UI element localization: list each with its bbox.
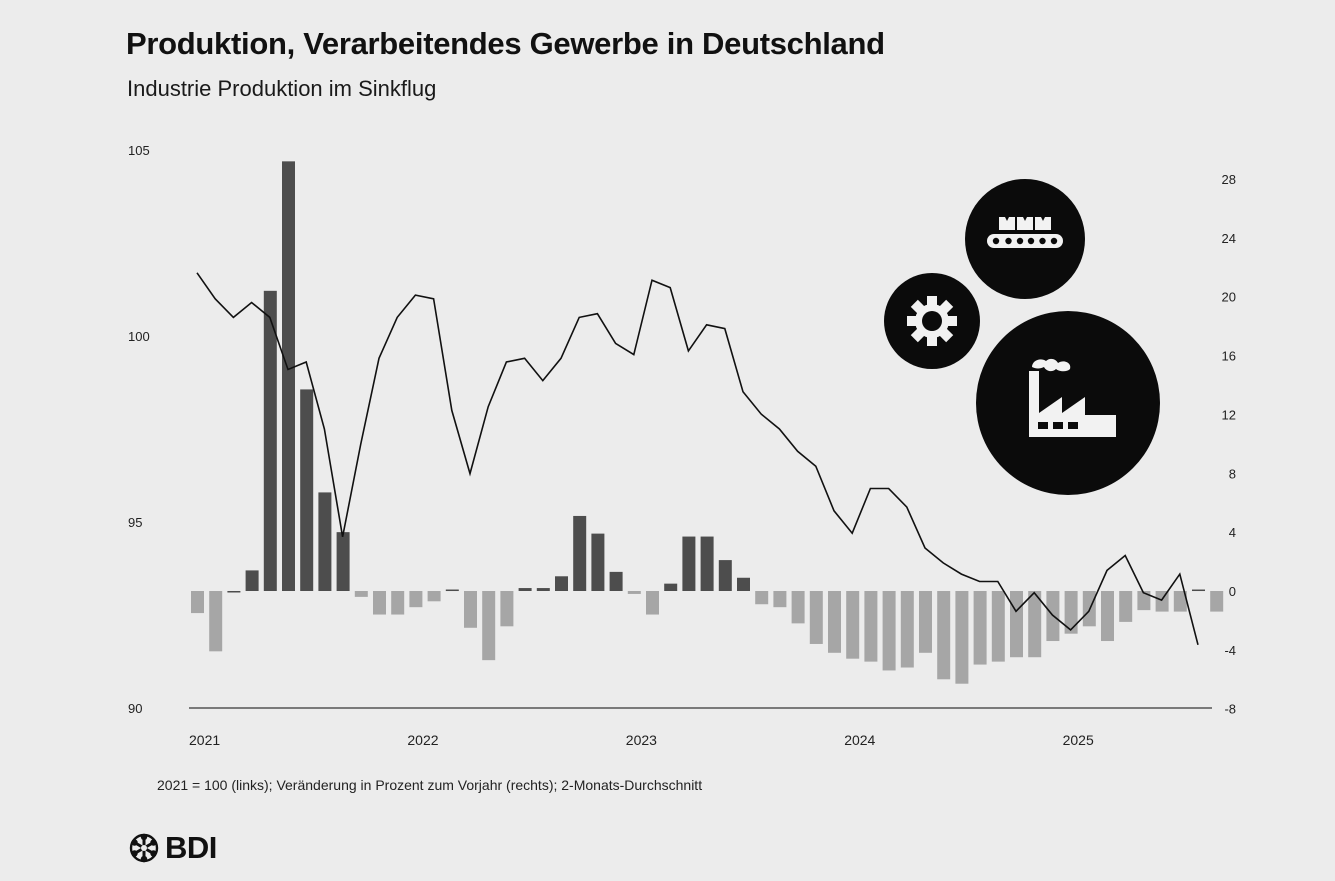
right-tick-label: 16 <box>1222 349 1236 364</box>
bar <box>555 576 568 591</box>
gear-icon <box>907 296 957 346</box>
bar <box>737 577 750 591</box>
bar <box>427 591 441 602</box>
right-tick-label: -4 <box>1224 643 1236 658</box>
bar <box>445 589 459 592</box>
bar <box>627 591 641 594</box>
bar <box>773 591 787 608</box>
bar <box>464 591 477 628</box>
bar <box>900 591 914 668</box>
bar <box>409 591 423 608</box>
bar <box>609 571 623 591</box>
conveyor-belt-badge <box>965 179 1085 299</box>
right-axis: -8 -4 0 4 8 12 16 20 24 28 <box>1222 172 1236 717</box>
chart-subtitle: Industrie Produktion im Sinkflug <box>127 76 437 101</box>
bdi-emblem-icon <box>129 833 159 863</box>
bar <box>1119 591 1133 622</box>
bar <box>919 591 932 653</box>
right-tick-label: -8 <box>1224 702 1236 717</box>
bar <box>1137 591 1151 611</box>
bar <box>1210 591 1224 612</box>
bar <box>682 536 696 591</box>
bar <box>1192 589 1205 592</box>
bar <box>245 570 259 591</box>
bar <box>373 591 386 615</box>
left-tick-label: 105 <box>128 143 150 158</box>
bar <box>1173 591 1187 612</box>
right-tick-label: 28 <box>1222 172 1236 187</box>
bdi-logo-text: BDI <box>165 830 217 865</box>
bar <box>846 591 860 659</box>
bar <box>227 591 241 593</box>
chart-footnote: 2021 = 100 (links); Veränderung in Proze… <box>157 777 703 793</box>
chart-title: Produktion, Verarbeitendes Gewerbe in De… <box>126 26 885 61</box>
bar <box>500 591 514 627</box>
x-tick-label: 2024 <box>844 732 875 748</box>
bar <box>318 492 332 591</box>
bar <box>573 515 587 591</box>
bar <box>263 290 277 591</box>
x-tick-label: 2022 <box>407 732 438 748</box>
bar <box>191 591 204 614</box>
bar <box>209 591 223 652</box>
bar <box>482 591 496 661</box>
left-tick-label: 90 <box>128 701 142 716</box>
bdi-logo: BDI <box>127 830 217 866</box>
left-tick-label: 95 <box>128 515 142 530</box>
bar <box>809 591 823 644</box>
bar <box>354 591 368 597</box>
bar <box>300 389 314 591</box>
bar <box>336 532 350 591</box>
bar <box>828 591 841 653</box>
bar <box>755 591 769 605</box>
bar <box>391 591 405 615</box>
bar <box>1010 591 1023 658</box>
right-tick-label: 20 <box>1222 290 1236 305</box>
right-tick-label: 24 <box>1222 231 1236 246</box>
bar <box>973 591 987 665</box>
bar <box>1064 591 1078 634</box>
bar <box>955 591 969 684</box>
x-tick-label: 2025 <box>1063 732 1094 748</box>
bar <box>937 591 951 680</box>
bar <box>646 591 659 615</box>
right-tick-label: 4 <box>1229 525 1236 540</box>
x-tick-label: 2021 <box>189 732 220 748</box>
bar <box>282 161 295 592</box>
factory-icon <box>1029 358 1116 437</box>
factory-badge <box>976 311 1160 495</box>
bar <box>518 588 532 591</box>
line-series <box>196 272 1199 645</box>
conveyor-belt-icon <box>987 217 1063 248</box>
x-axis: 2021 2022 2023 2024 2025 <box>189 732 1094 748</box>
bar <box>864 591 878 662</box>
bar <box>718 560 732 591</box>
bar <box>536 588 550 591</box>
bar <box>791 591 805 624</box>
right-tick-label: 8 <box>1229 466 1236 481</box>
bar <box>700 536 714 591</box>
bar <box>991 591 1005 662</box>
gear-badge <box>884 273 980 369</box>
bar <box>1101 591 1114 642</box>
left-axis: 90 95 100 105 <box>128 143 150 716</box>
bar <box>1155 591 1169 612</box>
bar <box>591 533 605 591</box>
right-tick-label: 0 <box>1229 584 1236 599</box>
right-tick-label: 12 <box>1222 407 1236 422</box>
bar <box>1028 591 1042 658</box>
x-tick-label: 2023 <box>626 732 657 748</box>
left-tick-label: 100 <box>128 329 150 344</box>
bar <box>664 583 678 591</box>
bar <box>882 591 896 671</box>
